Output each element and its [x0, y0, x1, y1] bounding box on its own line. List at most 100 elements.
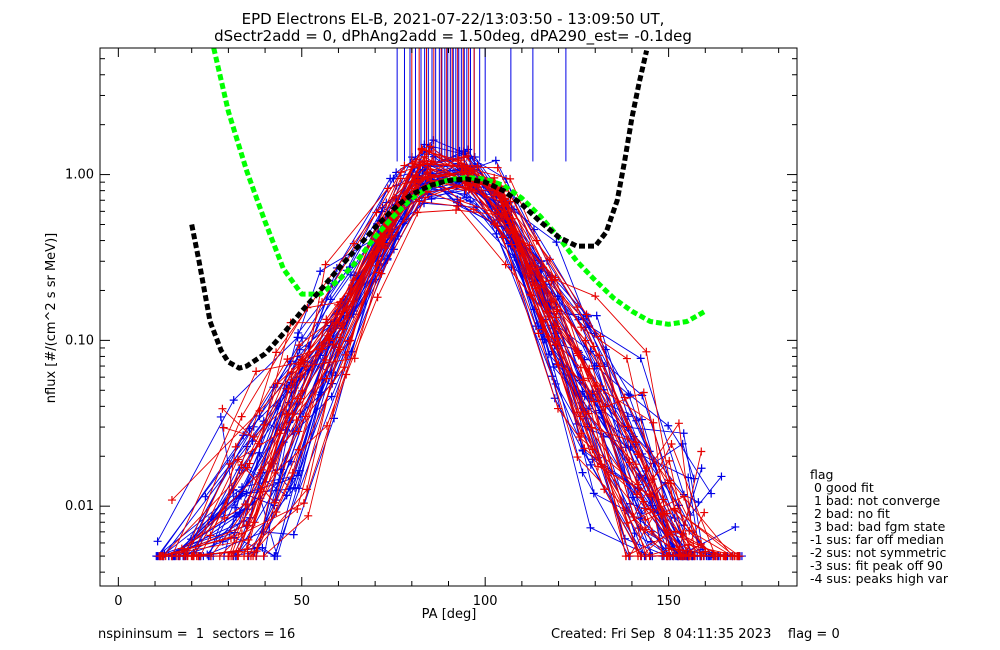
flux-point — [492, 229, 501, 238]
flux-point — [295, 341, 304, 350]
flux-point — [498, 233, 507, 242]
flux-point — [243, 552, 252, 561]
flux-point — [252, 547, 261, 556]
flux-point — [642, 552, 651, 561]
flux-point — [572, 408, 581, 417]
flux-point — [645, 490, 654, 499]
flux-point — [426, 170, 435, 179]
flux-point — [301, 362, 310, 371]
flux-point — [206, 531, 215, 540]
y-tick-label: 0.10 — [65, 333, 94, 348]
flux-point — [667, 439, 676, 448]
flux-point — [241, 500, 250, 509]
flux-point — [244, 535, 253, 544]
flux-point — [526, 264, 535, 273]
flux-point — [642, 347, 651, 356]
legend-entry-2: 2 bad: no fit — [810, 506, 890, 521]
legend-entry-0: 0 good fit — [810, 480, 874, 495]
flux-point — [467, 186, 476, 195]
flux-point — [420, 140, 429, 149]
flux-point — [238, 483, 247, 492]
legend-entry-1: 1 bad: not converge — [810, 493, 941, 508]
flux-point — [201, 492, 210, 501]
flux-point — [649, 418, 658, 427]
flux-point — [322, 315, 331, 324]
flux-point — [525, 241, 534, 250]
flux-point — [321, 260, 330, 269]
flux-point — [631, 460, 640, 469]
flux-point — [229, 396, 238, 405]
flux-point — [419, 156, 428, 165]
series-0 — [152, 48, 746, 561]
x-tick-label: 0 — [114, 594, 122, 609]
flux-point — [428, 157, 437, 166]
flux-point — [455, 146, 464, 155]
flux-point — [639, 388, 648, 397]
axis-layer: 0 50 100 150 0.01 0.10 1.00 — [65, 48, 797, 609]
flux-point — [462, 151, 471, 160]
flux-point — [462, 193, 471, 202]
flux-point — [242, 521, 251, 530]
flux-point — [332, 308, 341, 317]
flux-point — [473, 161, 482, 170]
flux-point — [249, 432, 258, 441]
footer-spin-info: nspininsum = 1 sectors = 16 — [98, 627, 296, 642]
flux-point — [252, 367, 261, 376]
flux-point — [153, 537, 162, 546]
flux-point — [634, 473, 643, 482]
flux-point — [545, 255, 554, 264]
flux-point — [547, 273, 556, 282]
flux-point — [283, 355, 292, 364]
flux-point — [271, 552, 280, 561]
flux-point — [458, 167, 467, 176]
flux-point — [697, 447, 706, 456]
flux-point — [580, 407, 589, 416]
flux-point — [581, 336, 590, 345]
chart-subtitle: dSectr2add = 0, dPhAng2add = 1.50deg, dP… — [214, 27, 692, 46]
flux-point — [219, 423, 228, 432]
flux-point — [426, 142, 435, 151]
flux-point — [625, 552, 634, 561]
flux-point — [167, 496, 176, 505]
flux-point — [622, 354, 631, 363]
flux-point — [237, 461, 246, 470]
flux-point — [573, 453, 582, 462]
flux-point — [573, 303, 582, 312]
flux-point — [408, 159, 417, 168]
flux-point — [297, 372, 306, 381]
flux-point — [156, 552, 165, 561]
flux-point — [634, 449, 643, 458]
flux-point — [658, 552, 667, 561]
flux-point — [270, 498, 279, 507]
flux-point — [294, 427, 303, 436]
flux-point — [255, 439, 264, 448]
flux-point — [220, 513, 229, 522]
flux-point — [231, 503, 240, 512]
flux-point — [322, 374, 331, 383]
flux-point — [218, 404, 227, 413]
flux-track — [199, 167, 692, 557]
flux-point — [457, 159, 466, 168]
flux-point — [674, 419, 683, 428]
flux-point — [304, 511, 313, 520]
flux-point — [694, 498, 703, 507]
flux-point — [596, 332, 605, 341]
x-tick-label: 100 — [473, 594, 498, 609]
flux-point — [326, 295, 335, 304]
flux-point — [400, 161, 409, 170]
flux-track — [173, 151, 698, 557]
legend-entry-4: -1 sus: far off median — [810, 532, 944, 547]
flux-point — [287, 375, 296, 384]
flux-point — [538, 325, 547, 334]
flux-point — [634, 552, 643, 561]
flux-point — [452, 206, 461, 215]
fit-layer — [189, 47, 707, 371]
flux-point — [697, 539, 706, 548]
flux-point — [665, 456, 674, 465]
flux-point — [684, 540, 693, 549]
flux-point — [539, 316, 548, 325]
footer-created: Created: Fri Sep 8 04:11:35 2023 flag = … — [551, 627, 840, 642]
flux-point — [386, 174, 395, 183]
flux-point — [620, 393, 629, 402]
